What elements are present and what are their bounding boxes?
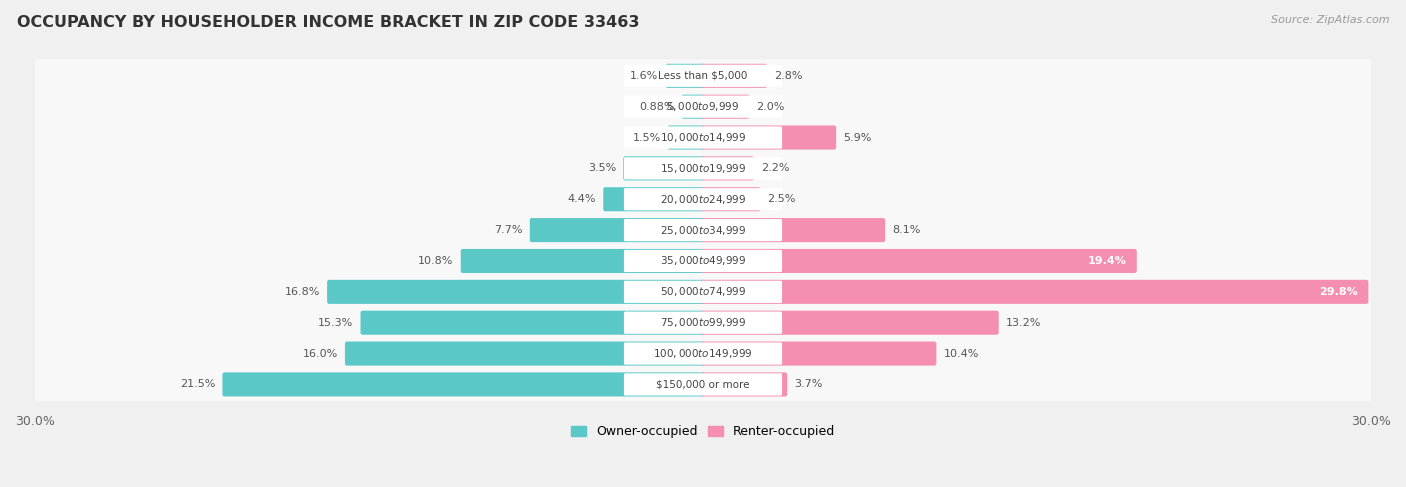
FancyBboxPatch shape: [702, 341, 936, 366]
FancyBboxPatch shape: [682, 94, 704, 119]
FancyBboxPatch shape: [31, 244, 1375, 278]
Text: $5,000 to $9,999: $5,000 to $9,999: [666, 100, 740, 113]
Text: 3.5%: 3.5%: [588, 164, 616, 173]
FancyBboxPatch shape: [702, 64, 768, 88]
Text: 2.2%: 2.2%: [761, 164, 789, 173]
FancyBboxPatch shape: [702, 218, 886, 242]
Text: 16.0%: 16.0%: [302, 349, 337, 358]
Legend: Owner-occupied, Renter-occupied: Owner-occupied, Renter-occupied: [567, 420, 839, 443]
FancyBboxPatch shape: [31, 59, 1375, 93]
FancyBboxPatch shape: [27, 243, 1379, 279]
Text: $100,000 to $149,999: $100,000 to $149,999: [654, 347, 752, 360]
FancyBboxPatch shape: [31, 152, 1375, 185]
FancyBboxPatch shape: [27, 57, 1379, 94]
FancyBboxPatch shape: [27, 119, 1379, 156]
FancyBboxPatch shape: [222, 373, 704, 396]
Text: $35,000 to $49,999: $35,000 to $49,999: [659, 255, 747, 267]
FancyBboxPatch shape: [31, 90, 1375, 123]
Text: $150,000 or more: $150,000 or more: [657, 379, 749, 390]
FancyBboxPatch shape: [702, 187, 761, 211]
Text: 29.8%: 29.8%: [1319, 287, 1358, 297]
Text: 5.9%: 5.9%: [844, 132, 872, 143]
Text: $20,000 to $24,999: $20,000 to $24,999: [659, 193, 747, 206]
Text: $75,000 to $99,999: $75,000 to $99,999: [659, 316, 747, 329]
FancyBboxPatch shape: [31, 306, 1375, 339]
FancyBboxPatch shape: [27, 150, 1379, 187]
Text: OCCUPANCY BY HOUSEHOLDER INCOME BRACKET IN ZIP CODE 33463: OCCUPANCY BY HOUSEHOLDER INCOME BRACKET …: [17, 15, 640, 30]
FancyBboxPatch shape: [702, 311, 998, 335]
Text: $15,000 to $19,999: $15,000 to $19,999: [659, 162, 747, 175]
FancyBboxPatch shape: [624, 281, 782, 303]
Text: 3.7%: 3.7%: [794, 379, 823, 390]
FancyBboxPatch shape: [31, 213, 1375, 247]
FancyBboxPatch shape: [702, 156, 754, 180]
FancyBboxPatch shape: [665, 64, 704, 88]
FancyBboxPatch shape: [27, 89, 1379, 125]
Text: 13.2%: 13.2%: [1005, 318, 1042, 328]
Text: 16.8%: 16.8%: [284, 287, 321, 297]
Text: 2.8%: 2.8%: [775, 71, 803, 81]
FancyBboxPatch shape: [624, 374, 782, 395]
FancyBboxPatch shape: [623, 156, 704, 180]
Text: 4.4%: 4.4%: [568, 194, 596, 204]
FancyBboxPatch shape: [702, 94, 749, 119]
FancyBboxPatch shape: [328, 280, 704, 304]
Text: 1.5%: 1.5%: [633, 132, 661, 143]
FancyBboxPatch shape: [27, 336, 1379, 372]
FancyBboxPatch shape: [624, 157, 782, 180]
Text: $50,000 to $74,999: $50,000 to $74,999: [659, 285, 747, 299]
Text: $10,000 to $14,999: $10,000 to $14,999: [659, 131, 747, 144]
FancyBboxPatch shape: [31, 183, 1375, 216]
FancyBboxPatch shape: [27, 181, 1379, 218]
FancyBboxPatch shape: [31, 368, 1375, 401]
Text: 8.1%: 8.1%: [893, 225, 921, 235]
FancyBboxPatch shape: [31, 337, 1375, 370]
FancyBboxPatch shape: [31, 121, 1375, 154]
FancyBboxPatch shape: [668, 126, 704, 150]
Text: 1.6%: 1.6%: [630, 71, 658, 81]
FancyBboxPatch shape: [702, 280, 1368, 304]
FancyBboxPatch shape: [624, 312, 782, 334]
Text: $25,000 to $34,999: $25,000 to $34,999: [659, 224, 747, 237]
FancyBboxPatch shape: [461, 249, 704, 273]
FancyBboxPatch shape: [624, 219, 782, 241]
FancyBboxPatch shape: [624, 65, 782, 87]
Text: 2.0%: 2.0%: [756, 102, 785, 112]
FancyBboxPatch shape: [31, 275, 1375, 308]
Text: Source: ZipAtlas.com: Source: ZipAtlas.com: [1271, 15, 1389, 25]
Text: 19.4%: 19.4%: [1087, 256, 1126, 266]
FancyBboxPatch shape: [360, 311, 704, 335]
FancyBboxPatch shape: [624, 342, 782, 365]
Text: 21.5%: 21.5%: [180, 379, 215, 390]
FancyBboxPatch shape: [624, 250, 782, 272]
FancyBboxPatch shape: [530, 218, 704, 242]
Text: 10.8%: 10.8%: [418, 256, 454, 266]
Text: Less than $5,000: Less than $5,000: [658, 71, 748, 81]
FancyBboxPatch shape: [702, 249, 1137, 273]
Text: 7.7%: 7.7%: [494, 225, 523, 235]
FancyBboxPatch shape: [624, 95, 782, 118]
Text: 10.4%: 10.4%: [943, 349, 979, 358]
Text: 15.3%: 15.3%: [318, 318, 353, 328]
FancyBboxPatch shape: [344, 341, 704, 366]
FancyBboxPatch shape: [624, 188, 782, 210]
FancyBboxPatch shape: [27, 274, 1379, 310]
Text: 2.5%: 2.5%: [768, 194, 796, 204]
FancyBboxPatch shape: [702, 126, 837, 150]
FancyBboxPatch shape: [27, 366, 1379, 403]
FancyBboxPatch shape: [603, 187, 704, 211]
FancyBboxPatch shape: [702, 373, 787, 396]
FancyBboxPatch shape: [27, 212, 1379, 248]
FancyBboxPatch shape: [27, 304, 1379, 341]
Text: 0.88%: 0.88%: [638, 102, 675, 112]
FancyBboxPatch shape: [624, 127, 782, 149]
